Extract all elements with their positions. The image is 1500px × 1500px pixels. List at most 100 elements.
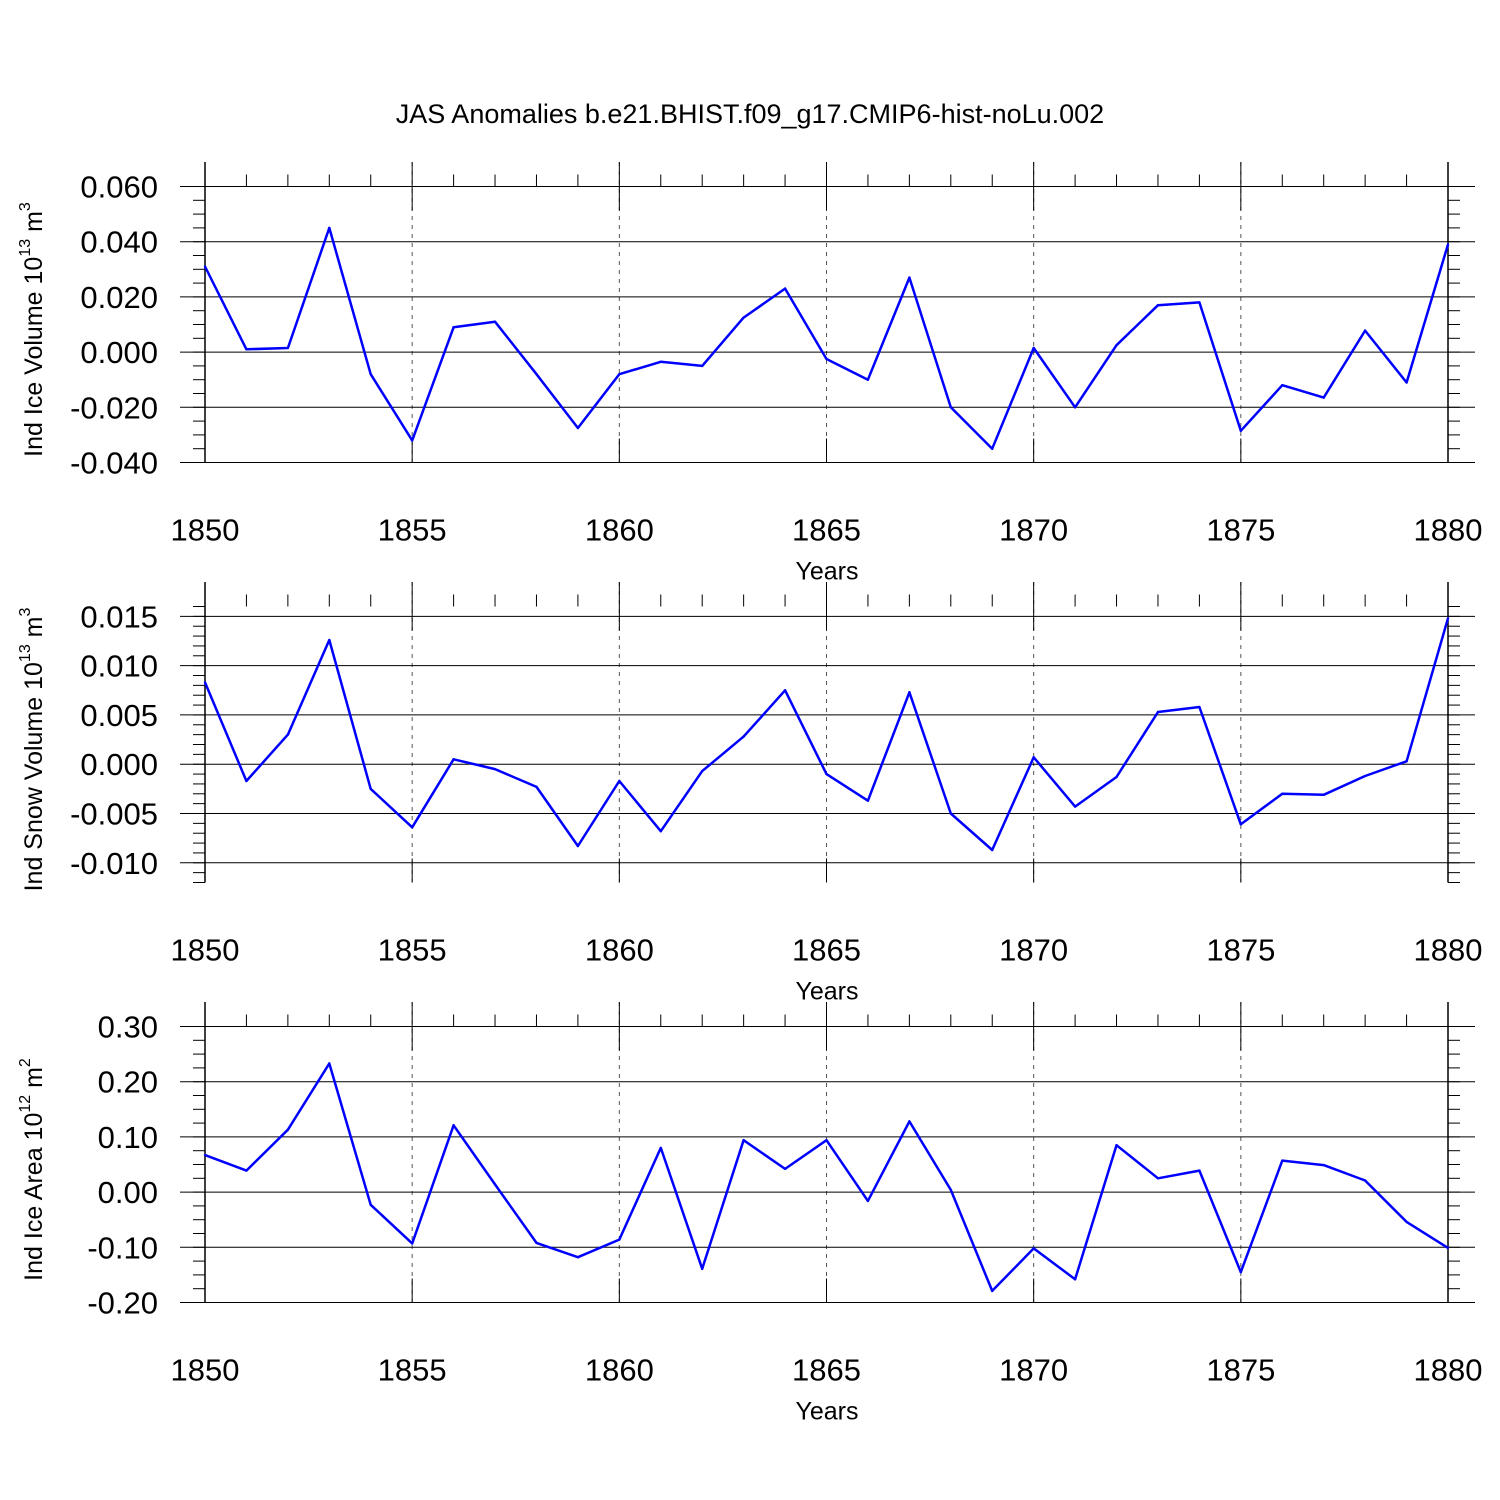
y-tick-label: 0.010: [80, 649, 158, 684]
data-point: [203, 1153, 207, 1157]
y-axis-title-part: Ind Snow Volume 10: [20, 662, 48, 891]
y-tick-label: 0.000: [80, 747, 158, 782]
data-point: [369, 787, 372, 791]
data-point: [1281, 792, 1284, 795]
data-point: [328, 1062, 331, 1065]
y-tick-label: 0.000: [80, 335, 158, 370]
data-point: [742, 316, 745, 319]
data-point: [1363, 329, 1367, 332]
data-point: [1032, 1247, 1035, 1250]
data-point: [1281, 384, 1284, 387]
data-point: [1198, 1169, 1201, 1172]
x-tick-label: 1875: [1206, 1353, 1275, 1388]
y-axis-title-part: 3: [17, 202, 34, 211]
y-axis-title-part: m: [20, 211, 48, 239]
y-axis-title-part: 13: [17, 644, 34, 662]
data-point: [949, 1188, 952, 1192]
x-tick-label: 1870: [999, 1353, 1068, 1388]
data-point: [825, 1139, 828, 1142]
y-tick-label: -0.040: [70, 446, 158, 481]
y-axis-title-part: 12: [17, 1095, 34, 1113]
y-axis-title: Ind Ice Area 1012 m2: [17, 1058, 48, 1281]
data-point: [742, 735, 745, 738]
x-tick-label: 1880: [1414, 933, 1483, 968]
panel-snow-volume: -0.010 -0.005 0.000 0.005 0.010 0.015 1850 1855…: [17, 582, 1482, 1006]
data-point: [991, 1289, 994, 1293]
data-point: [286, 1128, 290, 1131]
y-axis-title-part: Ind Ice Volume 10: [20, 257, 48, 457]
data-point: [1156, 303, 1160, 307]
data-point: [369, 372, 372, 376]
data-point: [1115, 344, 1118, 347]
y-tick-label: -0.10: [87, 1230, 158, 1265]
data-point: [328, 638, 331, 642]
data-point: [908, 691, 911, 694]
data-point: [618, 372, 621, 376]
data-point: [908, 276, 911, 279]
y-tick-label: -0.020: [70, 390, 158, 425]
x-tick-label: 1850: [171, 933, 240, 968]
data-point: [618, 779, 621, 783]
x-tick-label: 1870: [999, 933, 1068, 968]
data-point: [825, 772, 828, 776]
data-point: [1446, 243, 1450, 246]
x-tick-label: 1865: [792, 1353, 861, 1388]
y-tick-label: 0.00: [98, 1175, 158, 1210]
y-tick-label: -0.005: [70, 797, 158, 832]
data-point: [410, 1242, 414, 1245]
data-point: [1405, 381, 1408, 384]
x-tick-label: 1850: [171, 1353, 240, 1388]
y-axis-title-part: m: [20, 617, 48, 645]
data-point: [1032, 756, 1035, 759]
data-point: [286, 346, 290, 350]
data-point: [1115, 1143, 1118, 1147]
data-point: [286, 733, 290, 736]
data-point: [1239, 429, 1243, 432]
y-tick-label: 0.30: [98, 1010, 158, 1045]
x-tick-label: 1860: [585, 933, 654, 968]
data-point: [535, 372, 538, 376]
data-point: [618, 1238, 621, 1241]
data-point: [1239, 823, 1243, 826]
y-tick-label: 0.015: [80, 599, 158, 634]
y-tick-label: 0.060: [80, 170, 158, 205]
x-tick-label: 1865: [792, 933, 861, 968]
y-axis-title: Ind Ice Volume 1013 m3: [17, 202, 48, 457]
data-point: [1405, 1220, 1408, 1224]
data-point: [1073, 805, 1077, 808]
data-point: [1073, 1278, 1077, 1281]
y-tick-label: 0.005: [80, 698, 158, 733]
data-point: [1198, 705, 1201, 709]
x-tick-label: 1860: [585, 513, 654, 548]
x-tick-label: 1865: [792, 513, 861, 548]
data-point: [576, 1256, 580, 1259]
data-point: [1156, 1177, 1160, 1180]
data-point: [701, 769, 704, 773]
x-tick-label: 1850: [171, 513, 240, 548]
data-point: [1156, 710, 1160, 714]
data-point: [659, 830, 662, 833]
data-point: [452, 326, 455, 329]
x-tick-label: 1875: [1206, 933, 1275, 968]
data-point: [866, 378, 870, 381]
y-tick-label: 0.20: [98, 1065, 158, 1100]
y-axis-title: Ind Snow Volume 1013 m3: [17, 608, 48, 892]
data-point: [1198, 301, 1201, 304]
data-point: [949, 812, 952, 815]
data-point: [576, 426, 580, 430]
data-point: [991, 447, 994, 450]
panel-ice-volume: -0.040 -0.020 0.000 0.020 0.040 0.060 1850 1855…: [17, 162, 1482, 586]
y-tick-label: 0.020: [80, 280, 158, 315]
x-tick-label: 1880: [1414, 1353, 1483, 1388]
data-point: [1281, 1159, 1284, 1162]
y-tick-label: 0.10: [98, 1120, 158, 1155]
x-tick-label: 1855: [378, 513, 447, 548]
data-point: [701, 364, 704, 368]
data-point: [1446, 1246, 1450, 1250]
data-point: [535, 1241, 538, 1245]
y-axis-title-part: 2: [17, 1058, 34, 1067]
y-axis-title-part: 13: [17, 239, 34, 257]
data-point: [949, 406, 952, 409]
series-line: [203, 617, 1450, 852]
data-point: [1322, 793, 1325, 796]
